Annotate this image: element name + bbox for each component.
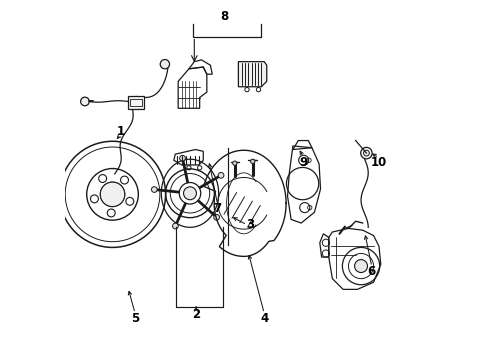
Circle shape [151, 186, 157, 192]
Text: 5: 5 [131, 311, 139, 325]
Circle shape [232, 161, 237, 165]
Bar [128, 96, 144, 109]
Polygon shape [238, 62, 266, 87]
Text: 3: 3 [245, 218, 253, 231]
Circle shape [360, 147, 371, 159]
Circle shape [81, 97, 89, 106]
Circle shape [160, 59, 169, 69]
Text: 1: 1 [117, 125, 124, 138]
Text: 4: 4 [260, 311, 268, 325]
Circle shape [172, 223, 178, 229]
Text: 8: 8 [220, 10, 228, 23]
Circle shape [179, 155, 185, 161]
Text: 7: 7 [213, 202, 221, 215]
Circle shape [250, 159, 254, 163]
Text: 10: 10 [370, 156, 386, 168]
Circle shape [213, 215, 219, 220]
Circle shape [218, 172, 224, 178]
Text: 2: 2 [192, 308, 200, 321]
Bar [130, 99, 142, 107]
Circle shape [354, 260, 367, 273]
Circle shape [100, 182, 124, 207]
Circle shape [183, 187, 196, 200]
Text: 9: 9 [299, 156, 307, 168]
Text: 6: 6 [367, 265, 375, 278]
